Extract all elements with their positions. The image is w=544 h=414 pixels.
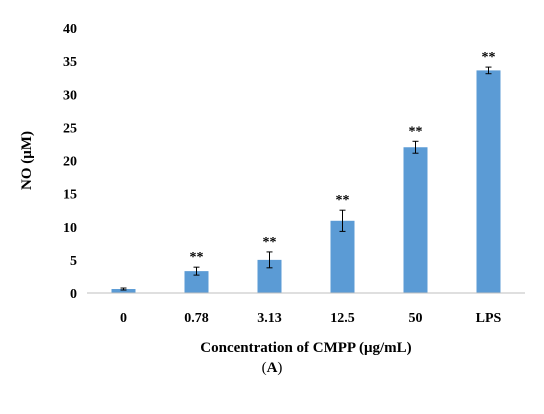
y-axis-tick-labels: 0 5 10 15 20 25 30 35 40 xyxy=(63,22,77,302)
x-tick-label: 3.13 xyxy=(257,311,282,326)
significance-marker: ** xyxy=(263,235,277,250)
significance-marker: ** xyxy=(190,250,204,265)
x-axis-title: Concentration of CMPP (μg/mL) xyxy=(200,340,411,356)
x-axis-tick-labels: 0 0.78 3.13 12.5 50 LPS xyxy=(120,311,502,326)
y-tick-label: 0 xyxy=(70,287,77,302)
bar xyxy=(330,220,355,293)
y-tick-label: 15 xyxy=(63,188,77,203)
significance-marker: ** xyxy=(336,193,350,208)
panel-label-close: ) xyxy=(277,360,283,376)
y-tick-label: 30 xyxy=(63,88,77,103)
y-tick-label: 5 xyxy=(70,254,77,269)
y-tick-label: 25 xyxy=(63,121,77,136)
bar xyxy=(184,271,209,293)
bar xyxy=(111,289,136,293)
panel-label-letter: A xyxy=(266,360,278,376)
error-bars xyxy=(120,66,492,291)
bar xyxy=(403,147,428,293)
x-tick-label: 50 xyxy=(409,311,423,326)
x-tick-label: 12.5 xyxy=(330,311,355,326)
y-axis-title: NO (μM) xyxy=(19,131,35,190)
y-tick-label: 40 xyxy=(63,22,77,37)
significance-markers: ** ** ** ** ** xyxy=(190,50,496,265)
bar-series xyxy=(111,70,501,294)
x-tick-label: LPS xyxy=(476,311,502,326)
x-tick-label: 0.78 xyxy=(184,311,209,326)
x-tick-label: 0 xyxy=(120,311,127,326)
y-tick-label: 20 xyxy=(63,155,77,170)
y-tick-label: 10 xyxy=(63,221,77,236)
panel-label: (A) xyxy=(0,360,544,377)
significance-marker: ** xyxy=(409,124,423,139)
panel-label-open: ( xyxy=(261,360,267,376)
y-tick-label: 35 xyxy=(63,55,77,70)
significance-marker: ** xyxy=(482,50,496,65)
bar xyxy=(476,70,501,294)
